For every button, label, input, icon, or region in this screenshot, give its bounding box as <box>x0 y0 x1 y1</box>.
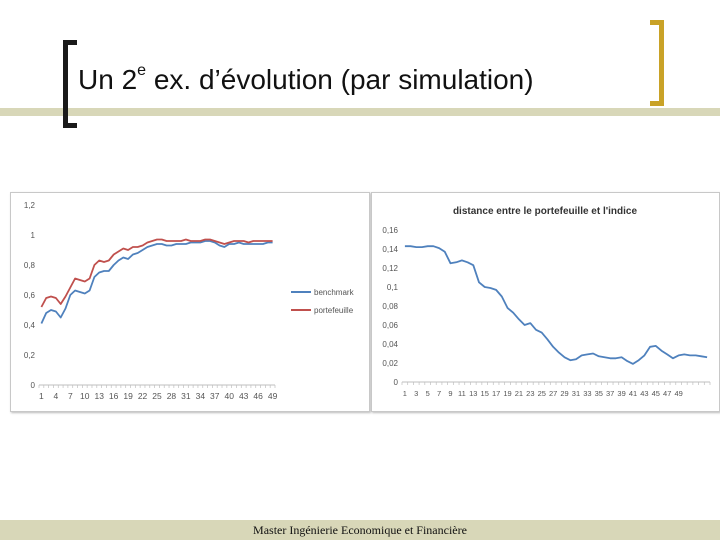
x-tick-label: 19 <box>503 389 511 398</box>
x-tick-label: 40 <box>225 391 235 401</box>
x-tick-label: 25 <box>538 389 546 398</box>
x-tick-label: 41 <box>629 389 637 398</box>
x-tick-label: 5 <box>426 389 430 398</box>
left-bracket-decoration <box>63 40 77 128</box>
x-tick-label: 35 <box>595 389 603 398</box>
y-tick-label: 0,1 <box>387 283 399 292</box>
chart-panel-left: 0 0,2 0,4 0,6 0,8 1 1,2 1 4 7 10 13 16 19 22 25 28 31 34 37… <box>10 192 370 412</box>
footer-text: Master Ingénierie Economique et Financiè… <box>253 523 467 537</box>
title-underline-band <box>0 108 720 116</box>
right-bracket-decoration <box>650 20 664 106</box>
benchmark-portefeuille-chart: 00,20,40,60,811,21 4 7 10 13 16 19 22 25 28 31 34 37… <box>24 201 355 401</box>
x-tick-label: 11 <box>458 389 466 398</box>
x-tick-label: 1 <box>403 389 407 398</box>
portefeuille-line <box>40 238 273 308</box>
x-tick-label: 13 <box>469 389 477 398</box>
title-superscript: e <box>137 62 147 79</box>
footer-band: Master Ingénierie Economique et Financiè… <box>0 520 720 540</box>
x-tick-label: 31 <box>181 391 191 401</box>
x-tick-label: 7 <box>437 389 441 398</box>
x-tick-label: 16 <box>109 391 119 401</box>
x-tick-label: 17 <box>492 389 500 398</box>
x-tick-label: 47 <box>663 389 671 398</box>
x-tick-label: 39 <box>617 389 625 398</box>
x-tick-label: 37 <box>606 389 614 398</box>
x-tick-label: 3 <box>414 389 418 398</box>
y-tick-label: 0,16 <box>382 226 398 235</box>
title-main: Un 2 <box>78 64 138 95</box>
x-tick-label: 43 <box>640 389 648 398</box>
y-tick-label: 0,4 <box>24 321 36 330</box>
x-tick-label: 34 <box>196 391 206 401</box>
x-tick-label: 13 <box>94 391 104 401</box>
y-tick-label: 0,12 <box>382 264 398 273</box>
x-tick-label: 22 <box>138 391 148 401</box>
y-tick-label: 0,08 <box>382 302 398 311</box>
x-tick-label: 9 <box>448 389 452 398</box>
x-tick-label: 43 <box>239 391 249 401</box>
chart-title: distance entre le portefeuille et l'indi… <box>453 206 638 217</box>
x-tick-label: 31 <box>572 389 580 398</box>
x-tick-label: 46 <box>253 391 263 401</box>
x-tick-label: 45 <box>652 389 660 398</box>
y-tick-label: 0,2 <box>24 351 36 360</box>
benchmark-line <box>40 240 273 324</box>
x-tick-label: 21 <box>515 389 523 398</box>
x-tick-label: 49 <box>674 389 682 398</box>
title-rest: ex. d’évolution (par simulation) <box>146 64 534 95</box>
x-tick-label: 19 <box>123 391 133 401</box>
y-tick-label: 0,6 <box>24 291 36 300</box>
x-tick-label: 4 <box>53 391 58 401</box>
x-tick-label: 28 <box>167 391 177 401</box>
y-tick-label: 0 <box>31 381 36 390</box>
y-tick-label: 0,14 <box>382 245 398 254</box>
y-tick-label: 0,8 <box>24 261 36 270</box>
y-tick-label: 0 <box>394 378 399 387</box>
x-tick-label: 25 <box>152 391 162 401</box>
x-tick-label: 29 <box>560 389 568 398</box>
y-tick-label: 0,06 <box>382 321 398 330</box>
series-line <box>404 245 708 365</box>
y-tick-label: 1,2 <box>24 201 36 210</box>
legend-label-portefeuille: portefeuille <box>314 306 354 315</box>
x-tick-label: 33 <box>583 389 591 398</box>
x-tick-label: 15 <box>481 389 489 398</box>
y-tick-label: 0,04 <box>382 340 398 349</box>
y-tick-label: 0,02 <box>382 359 398 368</box>
x-tick-label: 49 <box>268 391 278 401</box>
x-tick-label: 10 <box>80 391 90 401</box>
legend-label-benchmark: benchmark <box>314 288 355 297</box>
x-tick-label: 37 <box>210 391 220 401</box>
x-tick-label: 27 <box>549 389 557 398</box>
x-tick-label: 7 <box>68 391 73 401</box>
y-tick-label: 1 <box>31 231 36 240</box>
distance-chart: 00,020,040,060,080,10,120,140,161 3 5 7 9 11 1… <box>382 206 711 398</box>
chart-panel-right: 0 0,02 0,04 0,06 0,08 0,1 0,12 0,14 0,16 1 3 5 7 9 11 1… <box>371 192 720 412</box>
x-tick-label: 1 <box>39 391 44 401</box>
slide-title: Un 2e ex. d’évolution (par simulation) <box>78 62 534 96</box>
x-tick-label: 23 <box>526 389 534 398</box>
